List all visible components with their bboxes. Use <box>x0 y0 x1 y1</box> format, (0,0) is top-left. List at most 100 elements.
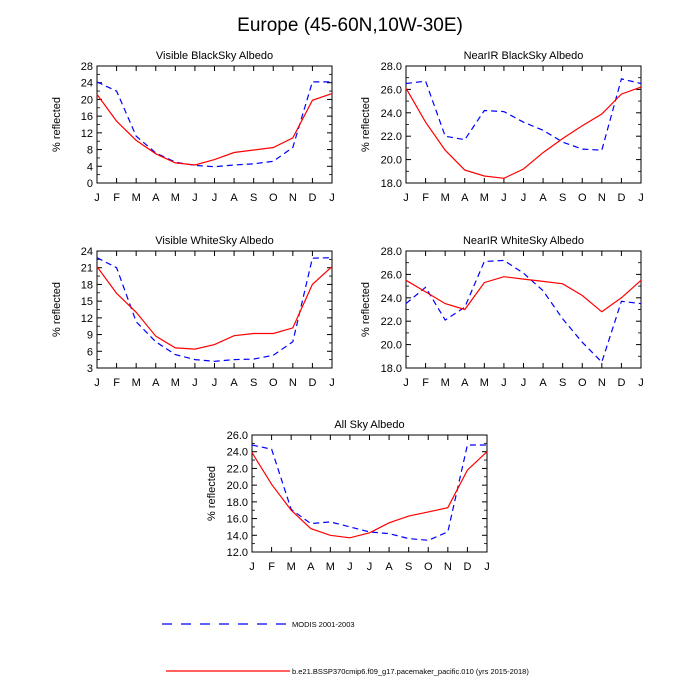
legend-label-model: b.e21.BSSP370cmip6.f09_g17.pacemaker_pac… <box>292 667 529 676</box>
y-axis-label: % reflected <box>206 466 218 521</box>
y-axis-label: % reflected <box>360 97 372 152</box>
x-tick-label: J <box>192 192 198 204</box>
series-line-model <box>405 276 642 313</box>
x-tick-label: J <box>521 192 527 204</box>
x-tick-label: S <box>405 561 412 573</box>
x-tick-label: M <box>171 377 180 389</box>
plot-frame <box>251 434 488 553</box>
y-tick-label: 4 <box>87 161 93 173</box>
y-tick-label: 26.0 <box>227 430 248 442</box>
y-tick-label: 0 <box>87 178 93 190</box>
y-tick-label: 22.0 <box>227 463 248 475</box>
x-tick-label: J <box>403 192 409 204</box>
x-tick-label: F <box>422 192 429 204</box>
series-line-modis <box>96 81 332 168</box>
x-tick-label: J <box>94 192 100 204</box>
x-tick-label: J <box>192 377 198 389</box>
y-axis-label: % reflected <box>51 97 63 152</box>
x-tick-label: J <box>249 561 255 573</box>
y-tick-label: 28 <box>81 61 93 73</box>
series-line-modis <box>96 257 333 362</box>
x-tick-label: N <box>598 377 606 389</box>
y-tick-label: 20.0 <box>381 340 402 352</box>
x-tick-label: S <box>250 192 257 204</box>
x-tick-label: O <box>578 192 587 204</box>
x-tick-label: J <box>484 561 490 573</box>
x-tick-label: A <box>152 377 160 389</box>
x-tick-label: F <box>422 377 429 389</box>
x-tick-label: M <box>326 561 335 573</box>
x-tick-label: A <box>152 192 160 204</box>
series-line-model <box>96 93 333 166</box>
x-tick-label: A <box>385 561 393 573</box>
x-tick-label: M <box>441 192 450 204</box>
y-tick-label: 21 <box>81 263 93 275</box>
y-tick-label: 12 <box>81 128 93 140</box>
y-tick-label: 22.0 <box>381 131 402 143</box>
x-tick-label: A <box>230 377 238 389</box>
x-tick-label: S <box>250 377 257 389</box>
y-tick-label: 12.0 <box>227 547 248 559</box>
y-tick-label: 28.0 <box>381 246 402 258</box>
x-tick-label: A <box>461 192 469 204</box>
series-line-model <box>405 86 642 179</box>
x-tick-label: F <box>113 192 120 204</box>
x-tick-label: J <box>212 377 218 389</box>
series-line-modis <box>405 78 642 151</box>
panel-title: All Sky Albedo <box>334 419 404 431</box>
x-tick-label: M <box>441 377 450 389</box>
y-tick-label: 28.0 <box>381 61 402 73</box>
x-tick-label: F <box>113 377 120 389</box>
x-tick-label: M <box>132 192 141 204</box>
x-tick-label: D <box>617 192 625 204</box>
y-tick-label: 12 <box>81 313 93 325</box>
y-tick-label: 26.0 <box>381 84 402 96</box>
x-tick-label: D <box>617 377 625 389</box>
x-tick-label: N <box>289 377 297 389</box>
y-tick-label: 20.0 <box>381 155 402 167</box>
x-tick-label: M <box>480 192 489 204</box>
y-tick-label: 8 <box>87 145 93 157</box>
y-tick-label: 24 <box>81 246 93 258</box>
legend: MODIS 2001-2003 b.e21.BSSP370cmip6.f09_g… <box>162 620 529 676</box>
x-tick-label: J <box>329 192 335 204</box>
plot-frame <box>96 65 333 184</box>
x-tick-label: N <box>444 561 452 573</box>
x-tick-label: M <box>480 377 489 389</box>
panel-title: Visible WhiteSky Albedo <box>155 235 273 247</box>
x-tick-label: N <box>598 192 606 204</box>
y-axis-label: % reflected <box>51 282 63 337</box>
series-line-model <box>96 266 333 350</box>
y-tick-label: 3 <box>87 363 93 375</box>
series-line-modis <box>405 259 642 364</box>
x-tick-label: S <box>559 192 566 204</box>
plot-frame <box>96 250 333 369</box>
y-tick-label: 20 <box>81 94 93 106</box>
y-tick-label: 24 <box>81 78 93 90</box>
x-tick-label: D <box>308 377 316 389</box>
x-tick-label: A <box>539 192 547 204</box>
x-tick-label: O <box>269 192 278 204</box>
x-tick-label: J <box>638 377 644 389</box>
panel-title: NearIR WhiteSky Albedo <box>463 235 584 247</box>
x-tick-label: S <box>559 377 566 389</box>
y-tick-label: 16 <box>81 111 93 123</box>
x-tick-label: M <box>132 377 141 389</box>
x-tick-label: J <box>501 192 507 204</box>
series-line-modis <box>251 444 487 541</box>
y-tick-label: 16.0 <box>227 514 248 526</box>
x-tick-label: A <box>230 192 238 204</box>
y-tick-label: 22.0 <box>381 316 402 328</box>
y-tick-label: 9 <box>87 330 93 342</box>
x-tick-label: O <box>424 561 433 573</box>
x-tick-label: N <box>289 192 297 204</box>
y-tick-label: 24.0 <box>227 447 248 459</box>
x-tick-label: J <box>638 192 644 204</box>
x-tick-label: O <box>578 377 587 389</box>
